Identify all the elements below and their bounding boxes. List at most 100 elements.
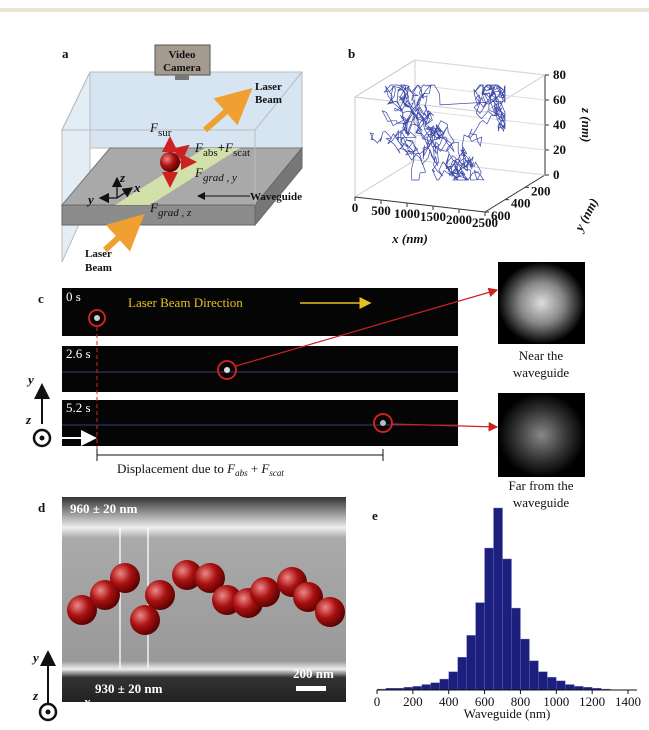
direction-label: Laser Beam Direction xyxy=(128,295,243,310)
nanoparticle xyxy=(315,597,345,627)
nanoparticle xyxy=(90,580,120,610)
bar xyxy=(439,678,449,691)
bar xyxy=(466,635,476,691)
panel-label: e xyxy=(372,508,378,523)
bar xyxy=(475,602,485,691)
bar xyxy=(574,686,584,691)
nanoparticle xyxy=(195,563,225,593)
x-tick-label: 200 xyxy=(403,694,423,709)
laser-label: Beam xyxy=(255,94,282,106)
x-tick-label: 1200 xyxy=(579,694,605,709)
x-tick-label: 1500 xyxy=(420,209,446,224)
bar xyxy=(502,558,512,691)
bar xyxy=(547,677,557,691)
y-tick-label: 400 xyxy=(511,196,531,211)
x-tick-label: 2000 xyxy=(446,212,472,227)
time-label: 5.2 s xyxy=(66,400,91,415)
x-tick-label: 600 xyxy=(475,694,495,709)
z-tick-label: 40 xyxy=(553,117,566,132)
camera-label: Video xyxy=(168,49,196,61)
force-label: Fabs+Fscat xyxy=(194,140,250,159)
displacement-label: Displacement due to Fabs + Fscat xyxy=(117,461,284,478)
x-axis-label: x (nm) xyxy=(391,231,428,246)
y-tick-label: 200 xyxy=(531,183,551,198)
axis-label: x xyxy=(133,180,141,195)
panel-label: d xyxy=(38,500,46,515)
z-tick-label: 20 xyxy=(553,142,566,157)
bar xyxy=(565,684,575,691)
axis-label: y xyxy=(31,650,39,665)
axis-label: y xyxy=(26,372,34,387)
bar xyxy=(529,660,539,691)
nanoparticle xyxy=(145,580,175,610)
bar xyxy=(421,684,431,691)
trajectory xyxy=(369,83,507,181)
top-rule xyxy=(0,8,649,12)
bar xyxy=(430,682,440,691)
panel-e: e Waveguide (nm) 0 200 400 600 800 1000 1200 14… xyxy=(372,507,641,721)
time-label: 0 s xyxy=(66,289,81,304)
panel-c: c 0 s 2.6 s 5.2 s Laser Beam Direction D… xyxy=(25,262,585,510)
bar xyxy=(457,657,467,691)
axis-label: y xyxy=(86,192,94,207)
bar xyxy=(538,671,548,691)
x-tick-label: 1000 xyxy=(394,206,420,221)
y-axis-label: y (nm) xyxy=(570,195,601,235)
axis-label: z xyxy=(119,170,126,185)
nanoparticle xyxy=(67,595,97,625)
x-tick-label: 2500 xyxy=(472,215,498,230)
axis-label: z xyxy=(25,412,32,427)
caption: Near the xyxy=(519,348,564,363)
x-tick-label: 400 xyxy=(439,694,459,709)
camera-label: Camera xyxy=(163,62,201,74)
x-tick-label: 1000 xyxy=(543,694,569,709)
bar xyxy=(493,507,503,691)
waveguide-label: Waveguide xyxy=(250,191,302,203)
scale-label: 200 nm xyxy=(293,666,334,681)
axis-label: x xyxy=(83,694,91,709)
grid-line xyxy=(414,84,546,101)
caption: Far from the xyxy=(509,478,574,493)
axis-label: z xyxy=(32,688,39,703)
panel-label: b xyxy=(348,46,355,61)
bar xyxy=(520,638,530,691)
bar xyxy=(484,547,494,691)
nanoparticle xyxy=(110,563,140,593)
laser-label: Laser xyxy=(255,81,282,93)
force-label: Fgrad , y xyxy=(194,165,237,184)
laser-label: Laser xyxy=(85,248,112,260)
panel-a: a Video Camera Laser Beam Laser Beam Fsu… xyxy=(60,44,304,274)
bar xyxy=(511,607,521,691)
force-label: Fsur xyxy=(149,120,172,139)
nanoparticle xyxy=(293,582,323,612)
x-tick-label: 0 xyxy=(374,694,381,709)
panel-label: c xyxy=(38,291,44,306)
bar xyxy=(412,686,423,691)
laser-label: Beam xyxy=(85,262,112,274)
z-axis-label: z (nm) xyxy=(579,107,594,142)
width-label: 930 ± 20 nm xyxy=(95,681,163,696)
x-tick-label: 500 xyxy=(371,203,391,218)
caption: waveguide xyxy=(513,365,570,380)
z-tick-label: 0 xyxy=(553,167,560,182)
x-tick-label: 0 xyxy=(352,200,359,215)
x-axis-label: Waveguide (nm) xyxy=(464,706,551,721)
z-tick-label: 60 xyxy=(553,92,566,107)
nanoparticle xyxy=(130,605,160,635)
y-tick-label: 600 xyxy=(491,208,511,223)
nanoparticle xyxy=(172,560,202,590)
caption: waveguide xyxy=(513,495,570,510)
nanoparticle xyxy=(250,577,280,607)
x-tick-label: 1400 xyxy=(615,694,641,709)
width-label: 960 ± 20 nm xyxy=(70,501,138,516)
x-tick-label: 800 xyxy=(511,694,531,709)
bar xyxy=(448,671,458,691)
time-label: 2.6 s xyxy=(66,346,91,361)
grid-line xyxy=(414,59,546,76)
bar xyxy=(556,680,566,691)
z-tick-label: 80 xyxy=(553,67,566,82)
panel-label: a xyxy=(62,46,69,61)
panel-d: d 960 ± 20 nm 930 ± 20 nm 200 nm y z x xyxy=(31,497,346,722)
